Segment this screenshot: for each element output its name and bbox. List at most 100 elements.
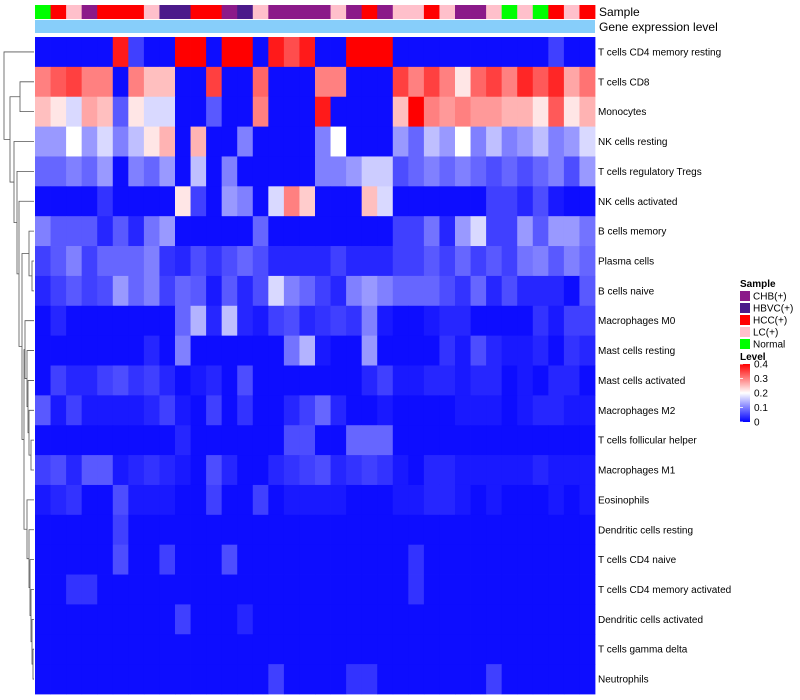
heatmap-cell [470,216,487,247]
heatmap-cell [237,544,254,575]
heatmap-cell [112,425,129,456]
heatmap-cell [221,574,238,605]
heatmap-cell [283,455,300,486]
dendrogram-branch [23,349,27,530]
sample-legend-swatch [740,339,750,349]
heatmap-cell [361,634,378,665]
heatmap-cell [35,186,51,217]
heatmap-cell [66,664,83,695]
heatmap-cell [128,246,145,277]
heatmap-cell [423,275,440,307]
heatmap-cell [66,275,83,307]
heatmap-cell [346,365,363,396]
heatmap-cell [237,156,254,187]
heatmap-cell [392,574,409,605]
sample-annotation-cell [346,5,363,19]
heatmap-cell [439,484,456,516]
heatmap-cell [548,275,565,307]
heatmap-cell [143,544,160,575]
heatmap-cell [346,395,363,426]
heatmap-cell [517,455,534,486]
heatmap-cell [455,455,471,486]
row-label: T cells CD4 naive [598,555,677,566]
sample-annotation-cell [548,5,565,19]
heatmap-cell [143,66,160,98]
expression-level-annotation-label: Gene expression level [599,20,718,34]
heatmap-cell [439,544,456,575]
heatmap-cell [66,574,83,605]
heatmap-cell [268,126,285,157]
heatmap-cell [517,514,534,546]
heatmap-cell [252,395,269,426]
heatmap-cell [470,634,487,665]
heatmap-cell [470,455,487,486]
heatmap-cell [268,574,285,605]
heatmap-cell [221,96,238,127]
dendrogram-branch [26,499,34,560]
heatmap-cell [66,484,83,516]
heatmap-cell [50,246,67,277]
heatmap-cell [470,395,487,426]
heatmap-cell [548,664,565,695]
heatmap-cell [579,484,596,516]
heatmap-cell [532,186,549,217]
heatmap-cell [252,604,269,635]
heatmap-cell [532,604,549,635]
heatmap-cell [268,96,285,127]
heatmap-cell [81,604,98,635]
heatmap-cell [470,544,487,575]
heatmap-cell [97,664,114,695]
heatmap-cell [159,365,176,396]
row-label: Macrophages M2 [598,406,676,417]
heatmap-cell [501,156,518,187]
heatmap-cell [159,544,176,575]
heatmap-cell [97,395,114,426]
sample-annotation-cell [268,5,285,19]
heatmap-cell [81,216,98,247]
heatmap-cell [81,455,98,486]
heatmap-cell [221,275,238,307]
heatmap-cell [486,335,503,366]
heatmap-cell [283,664,300,695]
heatmap-cell [423,37,440,68]
heatmap-cell [237,275,254,307]
heatmap-cell [159,305,176,337]
heatmap-cell [175,395,191,426]
sample-legend-label: HBVC(+) [753,304,793,315]
heatmap-cell [330,216,347,247]
heatmap-cell [346,484,363,516]
heatmap-cell [392,275,409,307]
heatmap-cell [128,186,145,217]
heatmap-cell [283,514,300,546]
heatmap-cell [268,484,285,516]
heatmap-cell [175,484,191,516]
heatmap-cell [548,395,565,426]
heatmap-cell [315,216,331,247]
heatmap-cell [548,156,565,187]
heatmap-cell [563,425,580,456]
heatmap-cell [315,66,331,98]
heatmap-cell [128,335,145,366]
heatmap-cell [237,425,254,456]
row-labels: T cells CD4 memory resting T cells CD8 Mon… [598,47,731,685]
heatmap-cell [268,305,285,337]
heatmap-cell [143,37,160,68]
heatmap-cell [283,425,300,456]
heatmap-cell [346,574,363,605]
heatmap-cell [377,664,394,695]
sample-annotation-cell [563,5,580,19]
heatmap-cell [330,514,347,546]
heatmap-cell [128,664,145,695]
heatmap-cell [486,365,503,396]
heatmap-cell [35,275,51,307]
heatmap-cell [175,574,191,605]
dendrogram-branch [28,409,34,456]
heatmap-cell [143,305,160,337]
heatmap-cell [392,484,409,516]
heatmap-cell [66,395,83,426]
heatmap-cell [532,484,549,516]
heatmap-cell [299,484,316,516]
heatmap-cell [81,634,98,665]
heatmap-cell [346,216,363,247]
